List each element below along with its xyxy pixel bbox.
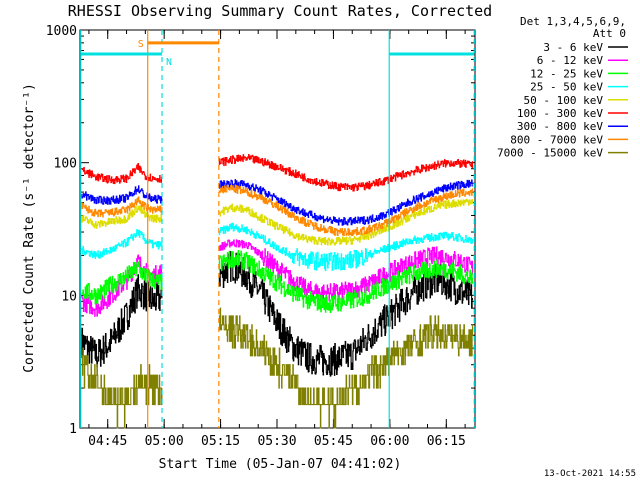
night-label: N (166, 57, 172, 68)
legend-entry-label: 12 - 25 keV (530, 67, 603, 80)
x-tick-label: 05:45 (314, 434, 353, 449)
series-line-1-a (81, 274, 163, 368)
y-tick-label: 1 (69, 422, 77, 437)
legend-entry-label: 100 - 300 keV (517, 107, 603, 120)
y-tick-label: 100 (54, 157, 77, 172)
saa-label: S (138, 39, 144, 50)
series-line-4-a (81, 228, 163, 260)
legend-entry-label: 50 - 100 keV (524, 94, 604, 107)
series-line-3-a (81, 261, 163, 305)
series-line-4-b (218, 222, 474, 272)
series-line-8-b (218, 184, 474, 237)
legend-entry-label: 300 - 800 keV (517, 120, 603, 133)
x-tick-label: 04:45 (88, 434, 127, 449)
legend-entry-label: 3 - 6 keV (543, 41, 603, 54)
legend-header-line: Att 0 (593, 27, 626, 40)
x-tick-label: 05:00 (145, 434, 184, 449)
series-line-1-b (218, 251, 474, 377)
series-line-2-b (218, 239, 474, 303)
x-tick-label: 06:00 (370, 434, 409, 449)
series-line-5-b (218, 198, 474, 246)
generation-timestamp: 13-Oct-2021 14:55 (544, 469, 636, 479)
legend-entry-label: 6 - 12 keV (537, 54, 604, 67)
legend-entry-label: 25 - 50 keV (530, 81, 603, 94)
legend-entry-label: 800 - 7000 keV (510, 133, 603, 146)
x-tick-label: 05:30 (257, 434, 296, 449)
series-line-9-a (81, 347, 163, 429)
series-line-7-a (81, 185, 163, 205)
series-line-8-a (81, 196, 163, 218)
series-line-6-b (218, 154, 474, 192)
legend-entry-label: 7000 - 15000 keV (497, 147, 603, 160)
y-tick-label: 10 (61, 289, 77, 304)
series-line-3-b (218, 249, 474, 313)
y-tick-label: 1000 (46, 24, 77, 39)
plot-area: 1 10 100 1000 04:45 05:00 05:15 05:30 05:45 06:00… (46, 24, 476, 449)
series-line-9-b (218, 307, 474, 429)
x-tick-label: 05:15 (201, 434, 240, 449)
y-axis-label: Corrected Count Rate (s⁻¹ detector⁻¹) (22, 83, 37, 373)
x-tick-label: 06:15 (427, 434, 466, 449)
series-line-7-b (218, 179, 474, 226)
x-axis-label: Start Time (05-Jan-07 04:41:02) (159, 457, 402, 472)
series-line-6-a (81, 162, 163, 185)
chart-title: RHESSI Observing Summary Count Rates, Co… (68, 2, 492, 20)
series-line-5-a (81, 205, 163, 229)
legend-header-line: Det 1,3,4,5,6,9, (520, 15, 626, 28)
